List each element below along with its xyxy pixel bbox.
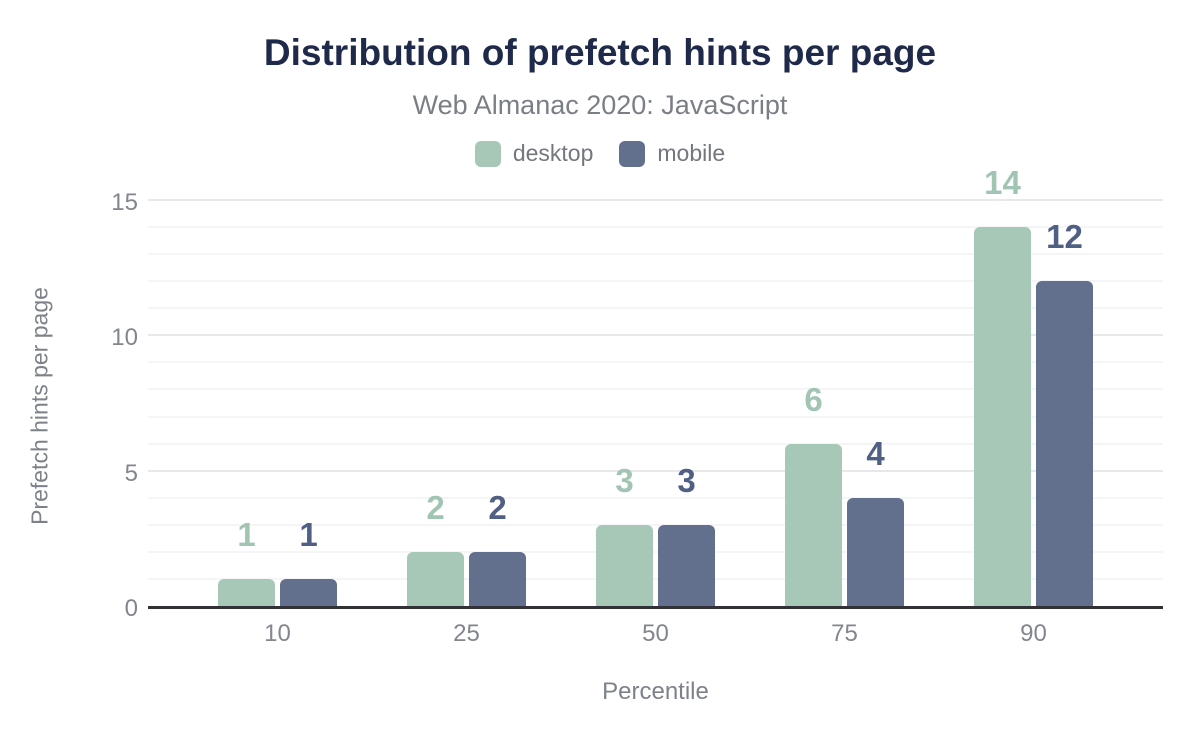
- bar-desktop-p25[interactable]: [407, 551, 464, 606]
- gridline-minor: [148, 280, 1163, 283]
- y-axis-ticks: 0 5 10 15: [56, 189, 138, 622]
- desktop-swatch-icon: [474, 140, 501, 167]
- gridline-minor: [148, 577, 1163, 580]
- gridline-major: [148, 334, 1163, 337]
- value-label-mobile-p75: 4: [866, 434, 885, 472]
- gridline-minor: [148, 253, 1163, 256]
- gridline-minor: [148, 442, 1163, 445]
- bar-desktop-p10[interactable]: [218, 578, 275, 606]
- x-tick-label-50: 50: [642, 620, 669, 647]
- gridline-minor: [148, 523, 1163, 526]
- gridline-major: [148, 199, 1163, 201]
- legend-label-desktop: desktop: [512, 140, 594, 166]
- value-label-mobile-p10: 1: [299, 515, 318, 553]
- y-axis-title: Prefetch hints per page: [26, 287, 53, 525]
- gridline-minor: [148, 307, 1163, 310]
- bar-desktop-p50[interactable]: [596, 524, 653, 606]
- y-tick-label-10: 10: [111, 324, 138, 352]
- bar-mobile-p10[interactable]: [280, 578, 337, 606]
- legend-item-desktop: desktop: [474, 140, 594, 167]
- bar-desktop-p90[interactable]: [974, 227, 1031, 606]
- legend-label-mobile: mobile: [657, 140, 726, 166]
- value-label-desktop-p25: 2: [426, 488, 445, 526]
- value-label-mobile-p90: 12: [1046, 218, 1083, 256]
- value-label-mobile-p25: 2: [488, 488, 507, 526]
- x-tick-label-10: 10: [264, 620, 291, 647]
- chart-subtitle: Web Almanac 2020: JavaScript: [412, 90, 788, 120]
- gridline-minor: [148, 496, 1163, 499]
- legend-item-mobile: mobile: [619, 140, 725, 167]
- bar-mobile-p90[interactable]: [1036, 281, 1093, 606]
- gridline-minor: [148, 388, 1163, 391]
- value-label-desktop-p75: 6: [804, 380, 823, 418]
- y-tick-label-5: 5: [124, 459, 138, 487]
- legend: desktop mobile: [0, 140, 1200, 167]
- mobile-swatch-icon: [619, 140, 646, 167]
- x-tick-label-25: 25: [453, 620, 480, 647]
- bar-desktop-p75[interactable]: [785, 443, 842, 606]
- bar-mobile-p50[interactable]: [658, 524, 715, 606]
- y-tick-label-15: 15: [111, 189, 138, 216]
- bar-mobile-p25[interactable]: [469, 551, 526, 606]
- bar-mobile-p75[interactable]: [847, 497, 904, 606]
- y-tick-label-0: 0: [124, 595, 138, 622]
- chart-title: Distribution of prefetch hints per page: [263, 32, 937, 73]
- value-label-mobile-p50: 3: [677, 461, 696, 499]
- gridline-minor: [148, 226, 1163, 229]
- gridline-minor: [148, 550, 1163, 553]
- value-label-desktop-p90: 14: [984, 164, 1021, 202]
- plot-area: 1 1 10 2 2 25 3 3 50 6 4 75 14 12 90: [148, 166, 1163, 647]
- x-tick-label-90: 90: [1020, 620, 1047, 647]
- gridline-minor: [148, 361, 1163, 364]
- x-axis-title: Percentile: [602, 678, 709, 705]
- value-label-desktop-p10: 1: [237, 515, 256, 553]
- gridline-major: [148, 469, 1163, 472]
- gridline-minor: [148, 415, 1163, 418]
- x-tick-label-75: 75: [831, 620, 858, 647]
- value-label-desktop-p50: 3: [615, 461, 634, 499]
